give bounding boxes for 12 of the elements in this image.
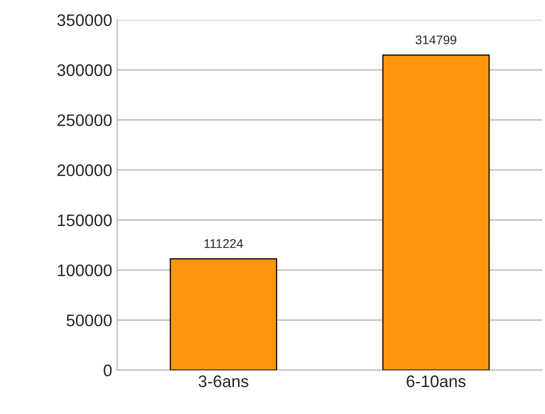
y-tick-label: 0 [104, 364, 112, 376]
y-tick-label: 250000 [58, 114, 112, 126]
y-tick-label: 300000 [57, 64, 112, 76]
y-tick-label: 100000 [58, 264, 112, 276]
x-tick-label: 6-10ans [406, 375, 466, 388]
y-tick-label: 350000 [57, 14, 112, 26]
data-label: 314799 [416, 35, 456, 44]
x-tick-label: 3-6ans [198, 375, 248, 388]
y-tick-label: 150000 [58, 214, 112, 226]
y-tick-label: 50000 [66, 314, 112, 326]
data-label: 111224 [204, 239, 244, 248]
y-tick-label: 200000 [58, 164, 112, 176]
